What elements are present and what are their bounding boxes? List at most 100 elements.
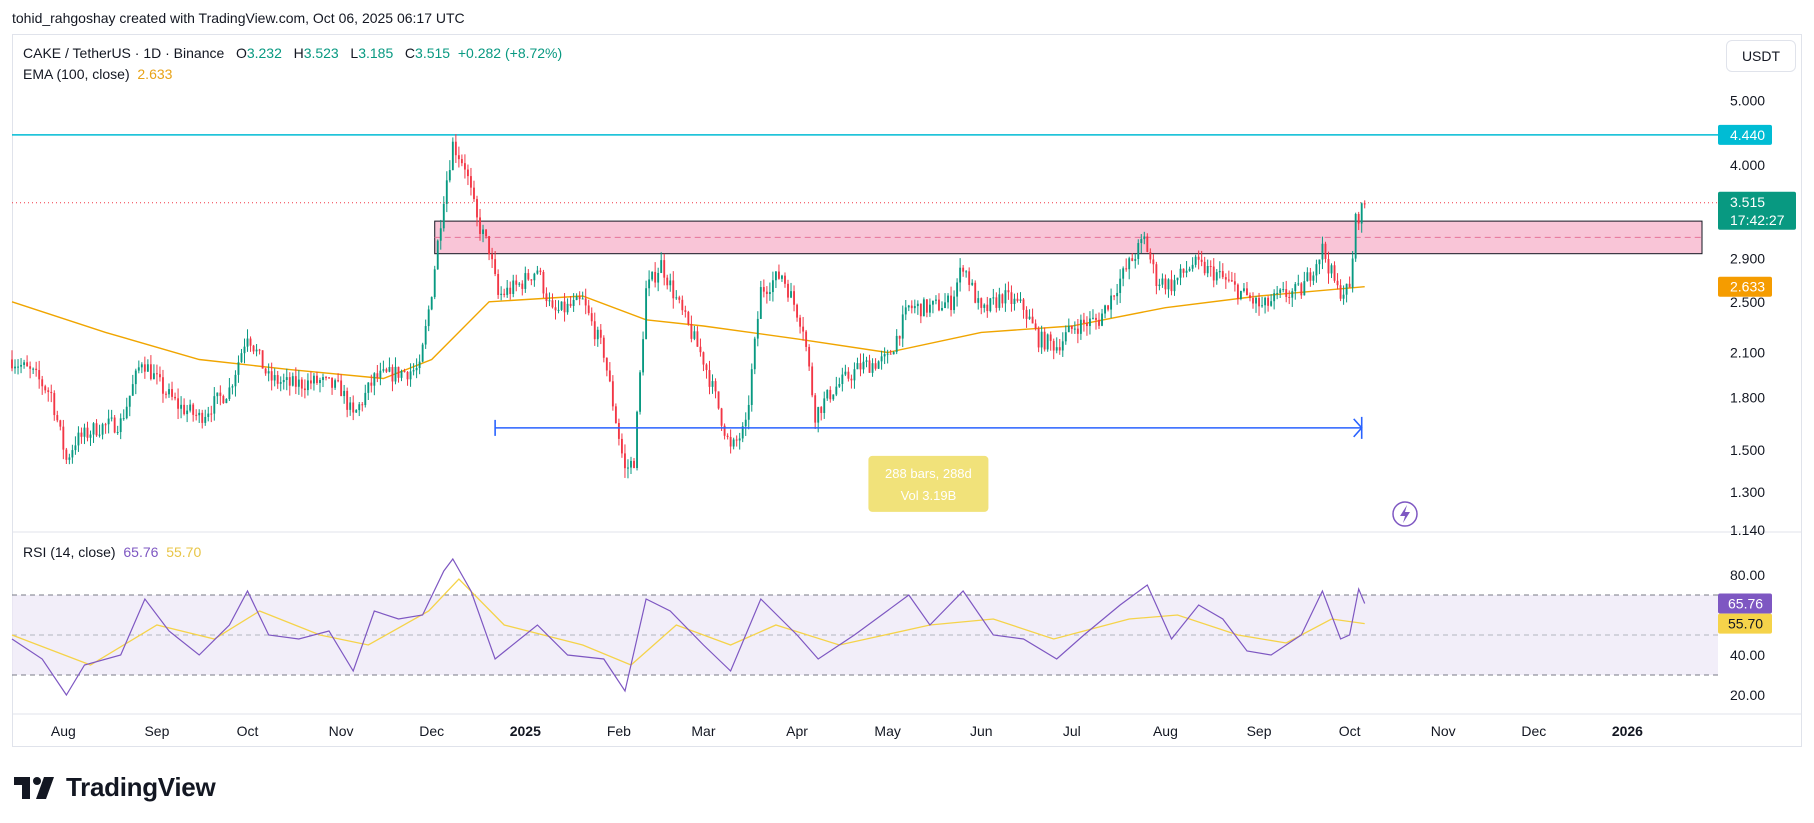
- candle-down: [787, 283, 789, 298]
- candle-up: [1276, 292, 1279, 294]
- candle-down: [1076, 328, 1079, 334]
- rsi-band-fill: [12, 595, 1718, 675]
- candle-up: [77, 432, 80, 446]
- time-tick-label: Feb: [607, 723, 631, 739]
- candle-up: [152, 373, 155, 380]
- rsi-tick-label: 80.00: [1730, 567, 1765, 583]
- candle-up: [430, 297, 433, 310]
- candle-up: [1092, 317, 1094, 319]
- candle-down: [1224, 277, 1227, 280]
- candle-down: [470, 176, 472, 188]
- candle-up: [630, 460, 632, 468]
- candle-up: [983, 304, 986, 308]
- time-tick-label: Oct: [1339, 723, 1361, 739]
- ema-100-line: [11, 286, 1365, 380]
- candle-down: [986, 304, 989, 312]
- candle-up: [279, 382, 282, 384]
- candle-up: [759, 287, 762, 319]
- candle-down: [802, 326, 805, 332]
- candle-up: [1064, 332, 1067, 342]
- candle-up: [343, 390, 346, 397]
- ema-legend[interactable]: EMA (100, close) 2.633: [23, 66, 172, 82]
- candle-up: [92, 423, 95, 435]
- candle-down: [1249, 295, 1251, 299]
- candle-up: [774, 271, 777, 281]
- candle-up: [1194, 256, 1197, 265]
- candle-up: [89, 434, 92, 438]
- candle-down: [1025, 309, 1028, 319]
- candle-down: [149, 364, 152, 380]
- candle-down: [1164, 278, 1167, 290]
- candle-down: [723, 425, 726, 436]
- candle-up: [518, 283, 521, 285]
- candle-down: [1016, 298, 1019, 301]
- candle-up: [753, 338, 756, 370]
- candle-up: [319, 380, 321, 384]
- candle-up: [1206, 266, 1209, 274]
- candle-down: [678, 297, 681, 300]
- candle-up: [883, 354, 886, 357]
- candle-up: [1161, 278, 1164, 285]
- candle-up: [107, 418, 110, 425]
- candle-up: [119, 418, 122, 433]
- candle-down: [1327, 259, 1330, 274]
- candle-down: [1357, 214, 1360, 224]
- candle-up: [781, 275, 783, 279]
- candle-up: [841, 374, 844, 384]
- rsi-ma-value: 55.70: [166, 544, 202, 560]
- price-tick-label: 1.500: [1730, 442, 1765, 458]
- tradingview-logo[interactable]: TradingView: [14, 772, 216, 803]
- high-label: H: [293, 45, 304, 61]
- candle-up: [482, 229, 484, 234]
- candle-down: [868, 360, 871, 373]
- rsi-legend[interactable]: RSI (14, close) 65.76 55.70: [23, 544, 201, 560]
- candle-up: [675, 297, 678, 299]
- candle-down: [50, 391, 53, 394]
- candle-up: [213, 396, 216, 414]
- rsi-label-value: 55.70: [1728, 616, 1763, 632]
- price-tick-label: 2.500: [1730, 294, 1765, 310]
- candle-down: [397, 366, 400, 378]
- candle-up: [932, 300, 934, 305]
- candle-up: [1176, 277, 1179, 281]
- candle-up: [439, 228, 442, 241]
- ema-value: 2.633: [137, 66, 173, 82]
- close-value: 3.515: [415, 45, 451, 61]
- candle-down: [1209, 266, 1212, 268]
- candle-up: [835, 386, 838, 395]
- candle-down: [1333, 265, 1336, 281]
- candle-down: [370, 382, 373, 386]
- candle-up: [20, 364, 22, 367]
- candle-up: [424, 326, 427, 345]
- candle-up: [1134, 259, 1137, 261]
- candle-up: [246, 338, 249, 347]
- price-tick-label: 5.000: [1730, 92, 1765, 108]
- candle-up: [771, 280, 774, 293]
- candle-up: [334, 380, 337, 388]
- candle-down: [252, 345, 255, 352]
- candle-up: [533, 273, 536, 281]
- candle-down: [270, 371, 273, 381]
- candle-down: [171, 389, 173, 397]
- candle-down: [38, 370, 41, 380]
- candle-down: [340, 380, 343, 397]
- candle-down: [1348, 283, 1351, 288]
- currency-button[interactable]: USDT: [1726, 40, 1796, 72]
- price-label-bg: [1718, 191, 1796, 230]
- candle-up: [1019, 299, 1022, 301]
- candle-up: [1110, 295, 1113, 310]
- candle-down: [1034, 323, 1037, 329]
- candle-up: [415, 368, 418, 371]
- range-measure-volume: Vol 3.19B: [901, 488, 957, 503]
- candle-down: [1007, 290, 1010, 293]
- candle-down: [1230, 280, 1233, 282]
- countdown-timer: 17:42:27: [1730, 212, 1785, 228]
- candle-down: [889, 353, 892, 355]
- candle-down: [974, 282, 977, 303]
- candle-up: [373, 373, 376, 386]
- candle-down: [1233, 281, 1236, 285]
- candle-down: [814, 395, 817, 423]
- low-value: 3.185: [358, 45, 394, 61]
- candle-up: [901, 314, 904, 339]
